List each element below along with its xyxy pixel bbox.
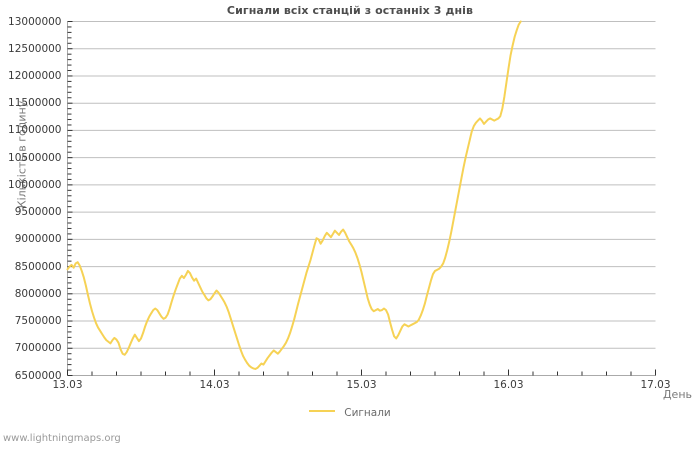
x-tick-label: 14.03 [199,379,230,391]
x-tick-label: 17.03 [640,379,671,391]
chart-title: Сигнали всіх станцій з останніх 3 днів [226,4,474,17]
y-tick-label: 11500000 [8,97,62,110]
tick-marks [67,21,656,376]
legend-color-swatch [309,410,336,412]
data-series [66,20,522,370]
legend-item-label: Сигнали [344,407,391,419]
y-tick-label: 8500000 [14,260,62,273]
x-tick-label: 16.03 [493,379,524,391]
axis-lines [67,21,656,376]
y-tick-label: 7500000 [14,315,62,328]
chart-legend: Сигнали [0,407,700,419]
y-tick-label: 10000000 [8,178,62,191]
grid-lines [67,21,656,376]
y-tick-label: 8000000 [14,287,62,300]
y-tick-label: 9000000 [14,233,62,246]
y-tick-label: 9500000 [14,206,62,219]
y-tick-label: 13000000 [8,15,62,28]
y-tick-label: 11000000 [8,124,62,137]
y-tick-label: 12500000 [8,42,62,55]
y-tick-label: 12000000 [8,69,62,82]
y-tick-label: 10500000 [8,151,62,164]
x-tick-label: 15.03 [346,379,377,391]
y-tick-label: 7000000 [14,342,62,355]
x-axis-label: День [662,388,692,401]
series-line-0 [66,20,522,370]
x-tick-label: 13.03 [52,379,83,391]
y-tick-label: 6500000 [14,369,62,382]
watermark-text: www.lightningmaps.org [3,433,121,444]
